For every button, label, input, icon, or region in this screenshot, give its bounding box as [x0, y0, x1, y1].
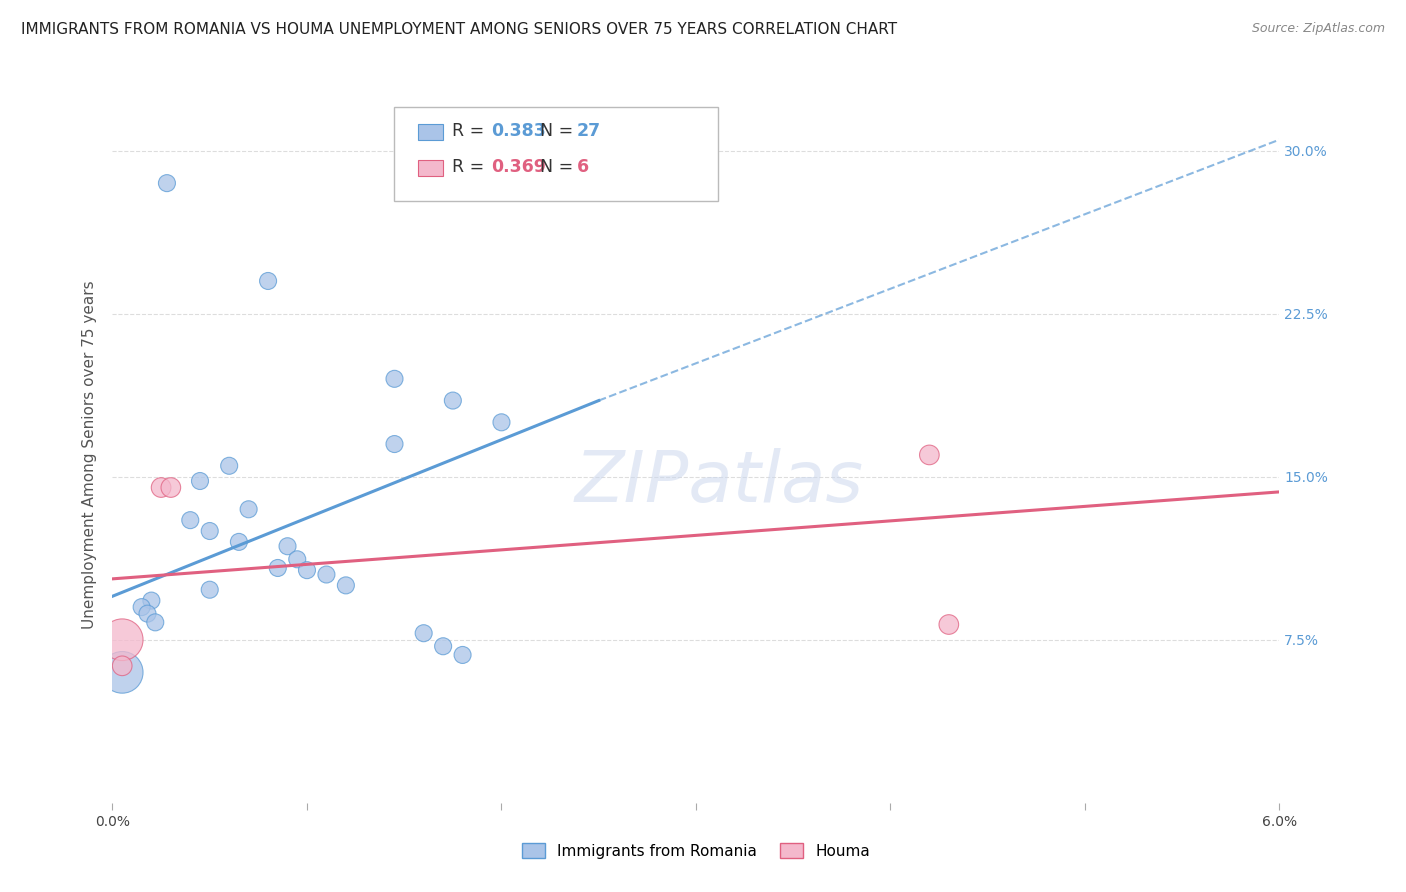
- Point: [285, 552, 308, 566]
- Text: 27: 27: [576, 122, 602, 140]
- Point: [179, 513, 201, 527]
- Y-axis label: Unemployment Among Seniors over 75 years: Unemployment Among Seniors over 75 years: [82, 281, 97, 629]
- Point: [150, 481, 173, 495]
- Point: [384, 372, 406, 386]
- Text: Source: ZipAtlas.com: Source: ZipAtlas.com: [1251, 22, 1385, 36]
- Point: [198, 524, 221, 538]
- Point: [315, 567, 337, 582]
- Point: [918, 448, 941, 462]
- Text: R =: R =: [451, 122, 489, 140]
- Point: [111, 632, 134, 647]
- Point: [432, 639, 454, 653]
- Point: [491, 415, 513, 429]
- Point: [267, 561, 290, 575]
- Point: [188, 474, 211, 488]
- Point: [131, 600, 153, 615]
- Point: [238, 502, 260, 516]
- Point: [295, 563, 318, 577]
- Point: [938, 617, 960, 632]
- Text: 0.369: 0.369: [491, 158, 546, 176]
- Point: [441, 393, 464, 408]
- Point: [218, 458, 240, 473]
- Text: N =: N =: [540, 122, 579, 140]
- Text: R =: R =: [451, 158, 489, 176]
- Point: [412, 626, 434, 640]
- Point: [111, 665, 134, 680]
- Text: ZIPatlas: ZIPatlas: [575, 449, 863, 517]
- Point: [257, 274, 280, 288]
- Point: [141, 593, 163, 607]
- Point: [198, 582, 221, 597]
- Text: N =: N =: [540, 158, 579, 176]
- Text: 6: 6: [576, 158, 589, 176]
- Point: [276, 539, 298, 553]
- Point: [160, 481, 183, 495]
- Point: [384, 437, 406, 451]
- Text: IMMIGRANTS FROM ROMANIA VS HOUMA UNEMPLOYMENT AMONG SENIORS OVER 75 YEARS CORREL: IMMIGRANTS FROM ROMANIA VS HOUMA UNEMPLO…: [21, 22, 897, 37]
- Point: [136, 607, 159, 621]
- Legend: Immigrants from Romania, Houma: Immigrants from Romania, Houma: [516, 837, 876, 864]
- Point: [451, 648, 474, 662]
- Point: [228, 534, 250, 549]
- Text: 0.383: 0.383: [491, 122, 546, 140]
- Point: [156, 176, 179, 190]
- Point: [111, 658, 134, 673]
- Point: [335, 578, 357, 592]
- Point: [143, 615, 166, 630]
